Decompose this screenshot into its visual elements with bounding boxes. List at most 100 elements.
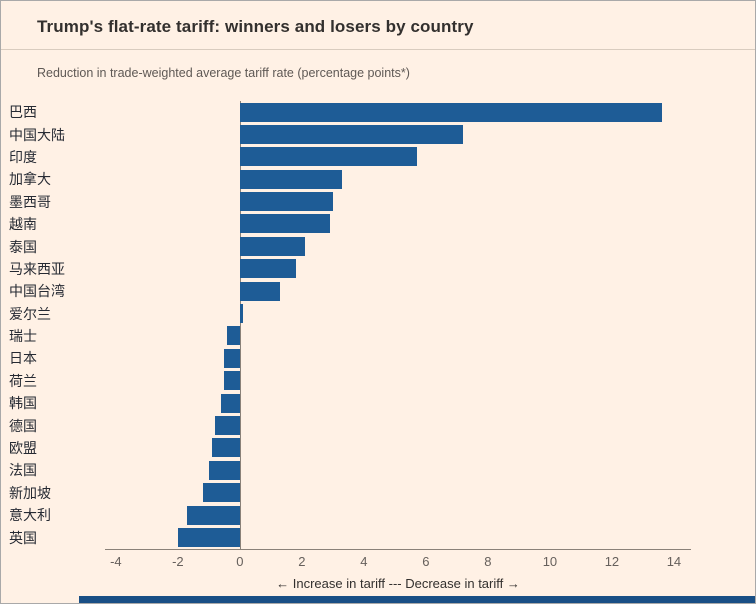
bar (239, 169, 343, 189)
chart-row: 爱尔兰 (9, 303, 691, 325)
x-tick-label: 2 (298, 553, 306, 569)
bar (202, 483, 240, 503)
chart-row: 韩国 (9, 392, 691, 414)
category-label: 新加坡 (9, 484, 51, 501)
axis-caption: ← Increase in tariff --- Decrease in tar… (276, 575, 520, 591)
category-label: 加拿大 (9, 171, 51, 188)
chart-row: 英国 (9, 526, 691, 548)
chart-row: 巴西 (9, 101, 691, 123)
title-divider (1, 49, 755, 50)
chart-row: 中国大陆 (9, 123, 691, 145)
x-tick-label: 4 (360, 553, 368, 569)
x-tick-label: -4 (110, 553, 122, 569)
category-label: 爱尔兰 (9, 305, 51, 322)
chart-row: 德国 (9, 414, 691, 436)
bar (208, 460, 240, 480)
bar (211, 438, 240, 458)
x-tick-label: -2 (172, 553, 184, 569)
bar (224, 348, 240, 368)
chart-row: 意大利 (9, 504, 691, 526)
chart-subtitle: Reduction in trade-weighted average tari… (37, 66, 410, 80)
category-label: 墨西哥 (9, 193, 51, 210)
bar-area (105, 392, 691, 414)
x-tick-label: 10 (542, 553, 558, 569)
bar (227, 326, 240, 346)
chart-row: 印度 (9, 146, 691, 168)
category-label: 韩国 (9, 395, 37, 412)
bar (239, 214, 330, 234)
footer-strip (79, 596, 755, 603)
category-label: 意大利 (9, 507, 51, 524)
category-label: 中国台湾 (9, 283, 65, 300)
category-label: 日本 (9, 350, 37, 367)
bar-area (105, 101, 691, 123)
category-label: 法国 (9, 462, 37, 479)
bar-area (105, 123, 691, 145)
chart-row: 越南 (9, 213, 691, 235)
bar (239, 102, 662, 122)
x-axis-ticks: -4 -2 0 2 4 6 8 10 12 14 (105, 550, 691, 569)
page-title: Trump's flat-rate tariff: winners and lo… (37, 17, 474, 36)
x-tick-label: 12 (604, 553, 620, 569)
chart-row: 荷兰 (9, 370, 691, 392)
bar-area (105, 213, 691, 235)
x-tick-label: 14 (666, 553, 682, 569)
category-label: 德国 (9, 417, 37, 434)
bar (215, 415, 240, 435)
bar (239, 259, 296, 279)
bar-area (105, 168, 691, 190)
x-axis-line (105, 548, 691, 550)
x-tick-label: 8 (484, 553, 492, 569)
chart-row: 瑞士 (9, 325, 691, 347)
bar-area (105, 482, 691, 504)
chart-row: 马来西亚 (9, 258, 691, 280)
bar-area (105, 526, 691, 548)
category-label: 瑞士 (9, 328, 37, 345)
bar-area (105, 459, 691, 481)
category-label: 泰国 (9, 238, 37, 255)
chart-row: 新加坡 (9, 482, 691, 504)
bar-area (105, 303, 691, 325)
category-label: 马来西亚 (9, 260, 65, 277)
bar-area (105, 504, 691, 526)
chart-row: 中国台湾 (9, 280, 691, 302)
bar-area (105, 191, 691, 213)
bar (239, 281, 281, 301)
bar (224, 371, 240, 391)
category-label: 荷兰 (9, 372, 37, 389)
bar-area (105, 437, 691, 459)
chart-row: 法国 (9, 459, 691, 481)
bar (187, 505, 240, 525)
category-label: 欧盟 (9, 440, 37, 457)
category-label: 越南 (9, 216, 37, 233)
bar-area (105, 325, 691, 347)
bar (239, 192, 333, 212)
category-label: 印度 (9, 148, 37, 165)
bar (177, 527, 240, 547)
bar-area (105, 370, 691, 392)
bar-chart: 巴西中国大陆印度加拿大墨西哥越南泰国马来西亚中国台湾爱尔兰瑞士日本荷兰韩国德国欧… (9, 101, 691, 591)
category-label: 中国大陆 (9, 126, 65, 143)
bar (239, 236, 305, 256)
chart-row: 墨西哥 (9, 191, 691, 213)
bar-area (105, 235, 691, 257)
bar (221, 393, 240, 413)
bar-area (105, 414, 691, 436)
bar (239, 124, 464, 144)
chart-row: 加拿大 (9, 168, 691, 190)
chart-row: 欧盟 (9, 437, 691, 459)
bar (239, 304, 243, 324)
chart-row: 泰国 (9, 235, 691, 257)
category-label: 巴西 (9, 104, 37, 121)
x-tick-label: 6 (422, 553, 430, 569)
bar-area (105, 146, 691, 168)
bar-area (105, 280, 691, 302)
x-tick-label: 0 (236, 553, 244, 569)
bar-area (105, 258, 691, 280)
bar (239, 147, 417, 167)
bar-area (105, 347, 691, 369)
category-label: 英国 (9, 529, 37, 546)
chart-rows: 巴西中国大陆印度加拿大墨西哥越南泰国马来西亚中国台湾爱尔兰瑞士日本荷兰韩国德国欧… (9, 101, 691, 549)
chart-row: 日本 (9, 347, 691, 369)
